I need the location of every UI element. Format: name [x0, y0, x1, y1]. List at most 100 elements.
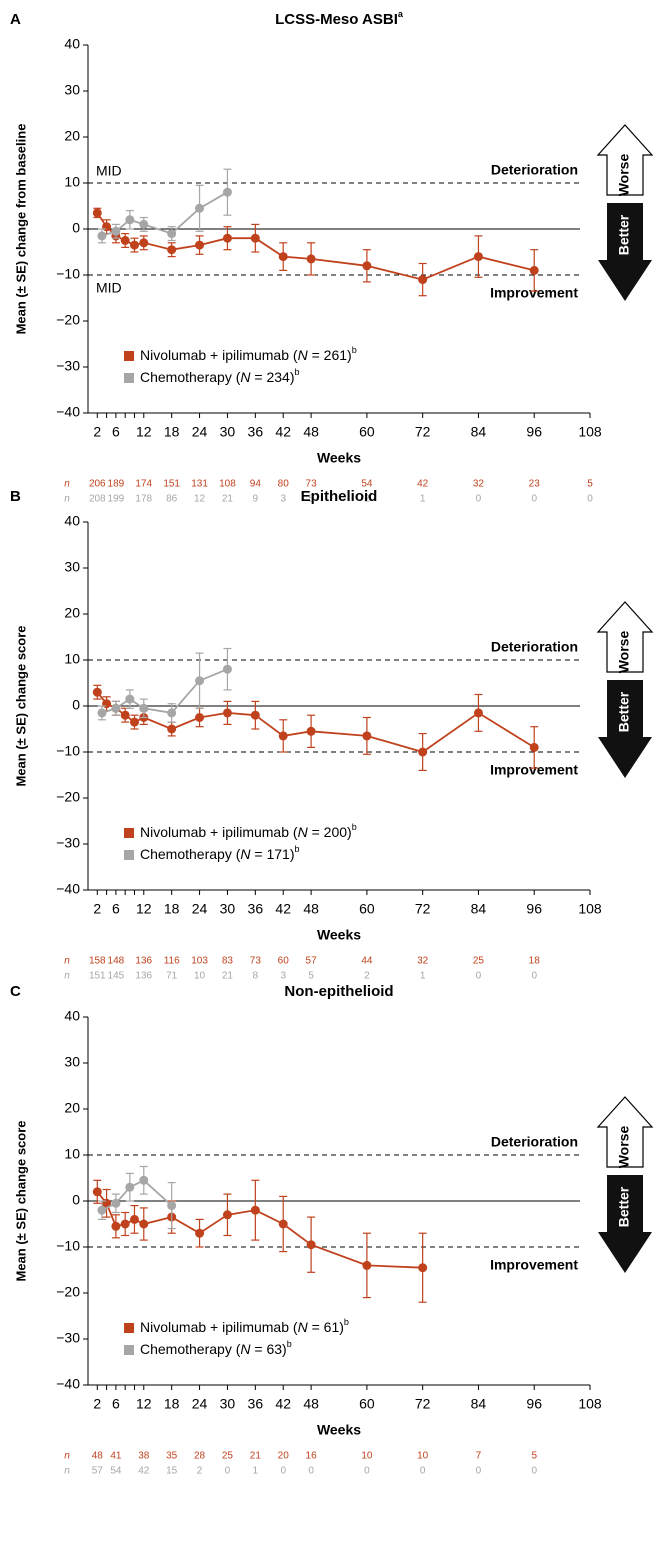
x-tick-label: 12	[136, 424, 152, 440]
at-risk-row-label: n	[64, 479, 70, 490]
data-point	[111, 703, 121, 713]
y-tick-label: 40	[64, 36, 80, 52]
at-risk-count: 158	[89, 956, 106, 967]
at-risk-count: 3	[280, 494, 286, 505]
panel-label: A	[10, 11, 21, 28]
at-risk-count: 1	[253, 1466, 259, 1477]
y-tick-label: −40	[56, 881, 80, 897]
at-risk-count: 1	[420, 494, 426, 505]
x-tick-label: 60	[359, 424, 375, 440]
at-risk-count: 7	[476, 1451, 482, 1462]
legend-part: (	[289, 1319, 298, 1335]
legend-part: (	[289, 824, 298, 840]
y-tick-label: −30	[56, 1330, 80, 1346]
at-risk-count: 28	[194, 1451, 206, 1462]
y-tick-label: −30	[56, 835, 80, 851]
series-line	[96, 691, 535, 753]
at-risk-count: 32	[473, 479, 485, 490]
y-tick-label: 10	[64, 174, 80, 190]
y-tick-label: 0	[72, 697, 80, 713]
y-tick-label: −30	[56, 358, 80, 374]
mid-label: MID	[96, 163, 122, 179]
data-point	[222, 233, 232, 243]
at-risk-count: 0	[531, 1466, 537, 1477]
at-risk-count: 35	[166, 1451, 178, 1462]
legend-label: Nivolumab + ipilimumab (N = 61)b	[140, 1317, 349, 1334]
y-tick-label: −20	[56, 789, 80, 805]
at-risk-count: 3	[280, 971, 286, 982]
chart-title: Epithelioid	[301, 488, 378, 505]
at-risk-row-label: n	[64, 956, 70, 967]
at-risk-count: 108	[219, 479, 236, 490]
legend-label: Chemotherapy (N = 171)b	[140, 844, 300, 861]
at-risk-count: 136	[135, 971, 152, 982]
data-point	[222, 1210, 232, 1220]
at-risk-count: 83	[222, 956, 234, 967]
data-point	[195, 713, 205, 722]
legend-part: b	[352, 345, 357, 355]
data-point	[167, 245, 177, 255]
legend-name: Chemotherapy	[140, 1341, 232, 1357]
better-label: Better	[616, 214, 632, 255]
x-tick-label: 2	[93, 424, 101, 440]
data-point	[167, 1201, 177, 1211]
legend-name: Chemotherapy	[140, 369, 232, 385]
legend-part: = 261)	[308, 347, 352, 363]
x-tick-label: 42	[275, 424, 291, 440]
at-risk-count: 42	[417, 479, 429, 490]
legend-part: = 234)	[251, 369, 295, 385]
legend-part: N	[240, 369, 251, 385]
legend-part: N	[298, 824, 309, 840]
x-tick-label: 6	[112, 901, 120, 917]
data-point	[306, 1240, 316, 1250]
x-axis-label: Weeks	[317, 1422, 361, 1438]
y-tick-label: 20	[64, 605, 80, 621]
x-tick-label: 84	[471, 1396, 487, 1412]
at-risk-count: 0	[420, 1466, 426, 1477]
at-risk-count: 145	[108, 971, 125, 982]
at-risk-count: 0	[531, 494, 537, 505]
legend-swatch	[124, 373, 134, 383]
data-point	[125, 1182, 135, 1192]
legend-part: = 63)	[251, 1341, 287, 1357]
legend-part: (	[232, 369, 241, 385]
x-tick-label: 36	[248, 901, 264, 917]
at-risk-count: 10	[361, 1451, 373, 1462]
at-risk-count: 151	[163, 479, 180, 490]
x-tick-label: 72	[415, 901, 431, 917]
at-risk-count: 15	[166, 1466, 178, 1477]
at-risk-count: 10	[194, 971, 206, 982]
legend-part: b	[295, 844, 300, 854]
data-point	[195, 676, 205, 686]
data-point	[250, 1205, 260, 1215]
panel-label: C	[10, 983, 21, 1000]
worse-arrow	[596, 124, 654, 196]
y-axis-label: Mean (± SE) change score	[13, 625, 28, 786]
x-tick-label: 108	[578, 1396, 602, 1412]
legend-part: = 171)	[251, 846, 295, 862]
at-risk-count: 131	[191, 479, 208, 490]
y-tick-label: −10	[56, 266, 80, 282]
x-tick-label: 84	[471, 424, 487, 440]
at-risk-count: 94	[250, 479, 262, 490]
data-point	[529, 265, 539, 275]
better-label: Better	[616, 1186, 632, 1227]
legend-label: Chemotherapy (N = 63)b	[140, 1339, 292, 1356]
data-point	[125, 694, 135, 704]
data-point	[125, 215, 135, 225]
data-point	[362, 261, 372, 271]
legend-part: = 61)	[308, 1319, 344, 1335]
data-point	[129, 240, 139, 250]
deterioration-label: Deterioration	[491, 162, 578, 178]
data-point	[473, 708, 483, 718]
x-tick-label: 6	[112, 424, 120, 440]
at-risk-count: 206	[89, 479, 106, 490]
at-risk-count: 8	[253, 971, 259, 982]
better-arrow	[598, 680, 652, 778]
x-tick-label: 30	[220, 901, 236, 917]
at-risk-count: 73	[250, 956, 262, 967]
legend-part: b	[287, 1339, 292, 1349]
at-risk-count: 25	[222, 1451, 234, 1462]
x-tick-label: 2	[93, 1396, 101, 1412]
y-axis-label: Mean (± SE) change from baseline	[13, 124, 28, 335]
